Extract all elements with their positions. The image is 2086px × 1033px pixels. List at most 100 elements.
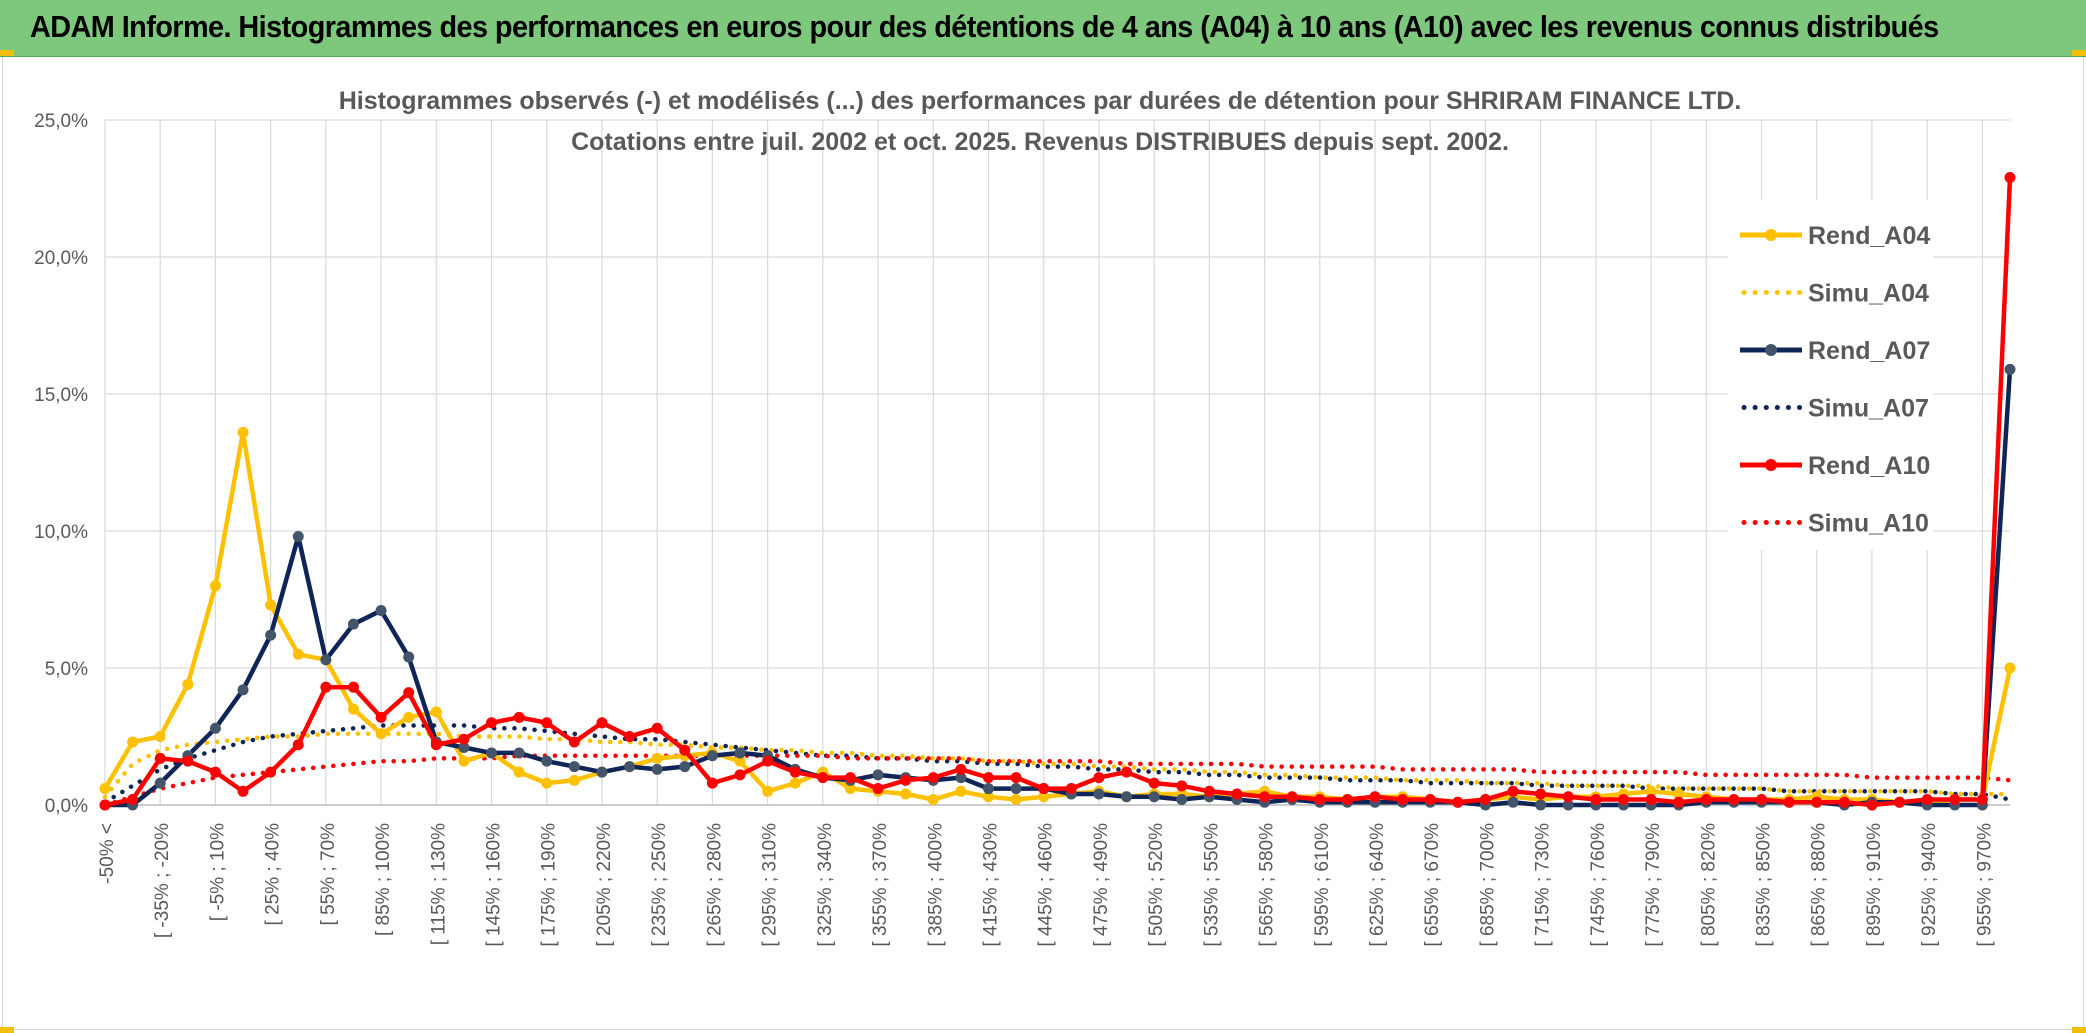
data-point — [955, 763, 967, 775]
data-point — [1093, 788, 1105, 800]
data-point — [982, 772, 994, 784]
data-point — [458, 733, 470, 745]
data-point — [900, 788, 912, 800]
data-point — [182, 678, 194, 690]
data-point — [127, 794, 139, 806]
data-point — [513, 711, 525, 723]
data-point — [513, 747, 525, 759]
x-tick-label: [ 595% ; 610% — [1312, 823, 1333, 947]
x-tick-label: [ -35% ; -20% — [152, 823, 173, 938]
data-point — [1590, 794, 1602, 806]
data-point — [762, 755, 774, 767]
legend-label: Rend_A04 — [1808, 222, 1930, 250]
legend-item: Rend_A07 — [1740, 337, 1930, 365]
data-point — [1148, 791, 1160, 803]
x-tick-label: [ 415% ; 430% — [980, 823, 1001, 947]
data-point — [1176, 780, 1188, 792]
data-point — [1341, 794, 1353, 806]
series-rend-a10 — [99, 172, 2016, 811]
data-point — [568, 736, 580, 748]
data-point — [1894, 796, 1906, 808]
data-point — [2004, 662, 2016, 674]
data-point — [927, 794, 939, 806]
data-point — [403, 711, 415, 723]
data-point — [1148, 777, 1160, 789]
x-tick-label: [ 505% ; 520% — [1146, 823, 1167, 947]
data-point — [375, 728, 387, 740]
data-point — [1121, 766, 1133, 778]
data-point — [154, 777, 166, 789]
data-point — [541, 777, 553, 789]
x-tick-label: [ 85% ; 100% — [373, 823, 394, 936]
data-point — [209, 722, 221, 734]
data-point — [651, 722, 663, 734]
data-point — [762, 785, 774, 797]
x-tick-label: [ 655% ; 670% — [1422, 823, 1443, 947]
x-tick-label: [ 955% ; 970% — [1974, 823, 1995, 947]
data-point — [1424, 794, 1436, 806]
data-point — [624, 761, 636, 773]
data-point — [872, 783, 884, 795]
data-point — [1617, 794, 1629, 806]
x-tick-label: [ 175% ; 190% — [539, 823, 560, 947]
x-tick-label: [ 685% ; 700% — [1477, 823, 1498, 947]
data-point — [1203, 785, 1215, 797]
data-point — [1838, 796, 1850, 808]
data-point — [375, 711, 387, 723]
data-point — [513, 766, 525, 778]
data-point — [265, 766, 277, 778]
data-point — [1479, 794, 1491, 806]
data-point — [182, 755, 194, 767]
data-point — [265, 599, 277, 611]
y-tick-label: 0,0% — [45, 796, 88, 817]
data-point — [1121, 791, 1133, 803]
data-point — [541, 717, 553, 729]
data-point — [1452, 796, 1464, 808]
legend-box — [1728, 200, 1933, 550]
data-point — [1231, 788, 1243, 800]
x-tick-label: [ 805% ; 820% — [1698, 823, 1719, 947]
data-point — [237, 684, 249, 696]
data-point — [679, 761, 691, 773]
data-point — [209, 766, 221, 778]
data-point — [154, 731, 166, 742]
legend: Rend_A04 Simu_A04 Rend_A07 Simu_A07 Rend_A10… — [1728, 200, 1933, 550]
x-tick-label: [ 715% ; 730% — [1533, 823, 1554, 947]
data-point — [1093, 772, 1105, 784]
data-point — [265, 629, 277, 641]
data-point — [568, 761, 580, 773]
data-point — [154, 752, 166, 764]
y-tick-label: 20,0% — [34, 248, 88, 269]
x-tick-label: [ 145% ; 160% — [484, 823, 505, 947]
data-point — [375, 604, 387, 616]
x-tick-label: [ 205% ; 220% — [594, 823, 615, 947]
data-point — [651, 763, 663, 775]
data-point — [1728, 794, 1740, 806]
data-point — [430, 739, 442, 751]
data-point — [706, 750, 718, 762]
series-line — [103, 430, 2013, 805]
data-point — [1535, 799, 1547, 811]
series-line — [104, 177, 2013, 808]
series-group — [99, 172, 2016, 811]
data-point — [127, 736, 139, 748]
corner-marker-right — [2072, 50, 2086, 56]
data-point — [486, 747, 498, 759]
data-point — [237, 426, 249, 438]
data-point — [982, 783, 994, 795]
data-point — [1976, 794, 1988, 806]
legend-label: Simu_A07 — [1808, 395, 1929, 423]
data-point — [1562, 791, 1574, 803]
page-title: ADAM Informe. Histogrammes des performan… — [30, 9, 1939, 44]
data-point — [403, 687, 415, 699]
x-tick-label: [ 535% ; 550% — [1201, 823, 1222, 947]
x-tick-label: [ 55% ; 70% — [318, 823, 339, 926]
bottom-marker-left — [0, 1027, 14, 1033]
legend-item: Simu_A04 — [1741, 280, 1929, 308]
data-point — [1065, 783, 1077, 795]
data-point — [2004, 172, 2016, 184]
series-simu-a10 — [102, 753, 2013, 808]
legend-label: Simu_A10 — [1808, 510, 1929, 538]
data-point — [1038, 783, 1050, 795]
data-point — [734, 747, 746, 759]
